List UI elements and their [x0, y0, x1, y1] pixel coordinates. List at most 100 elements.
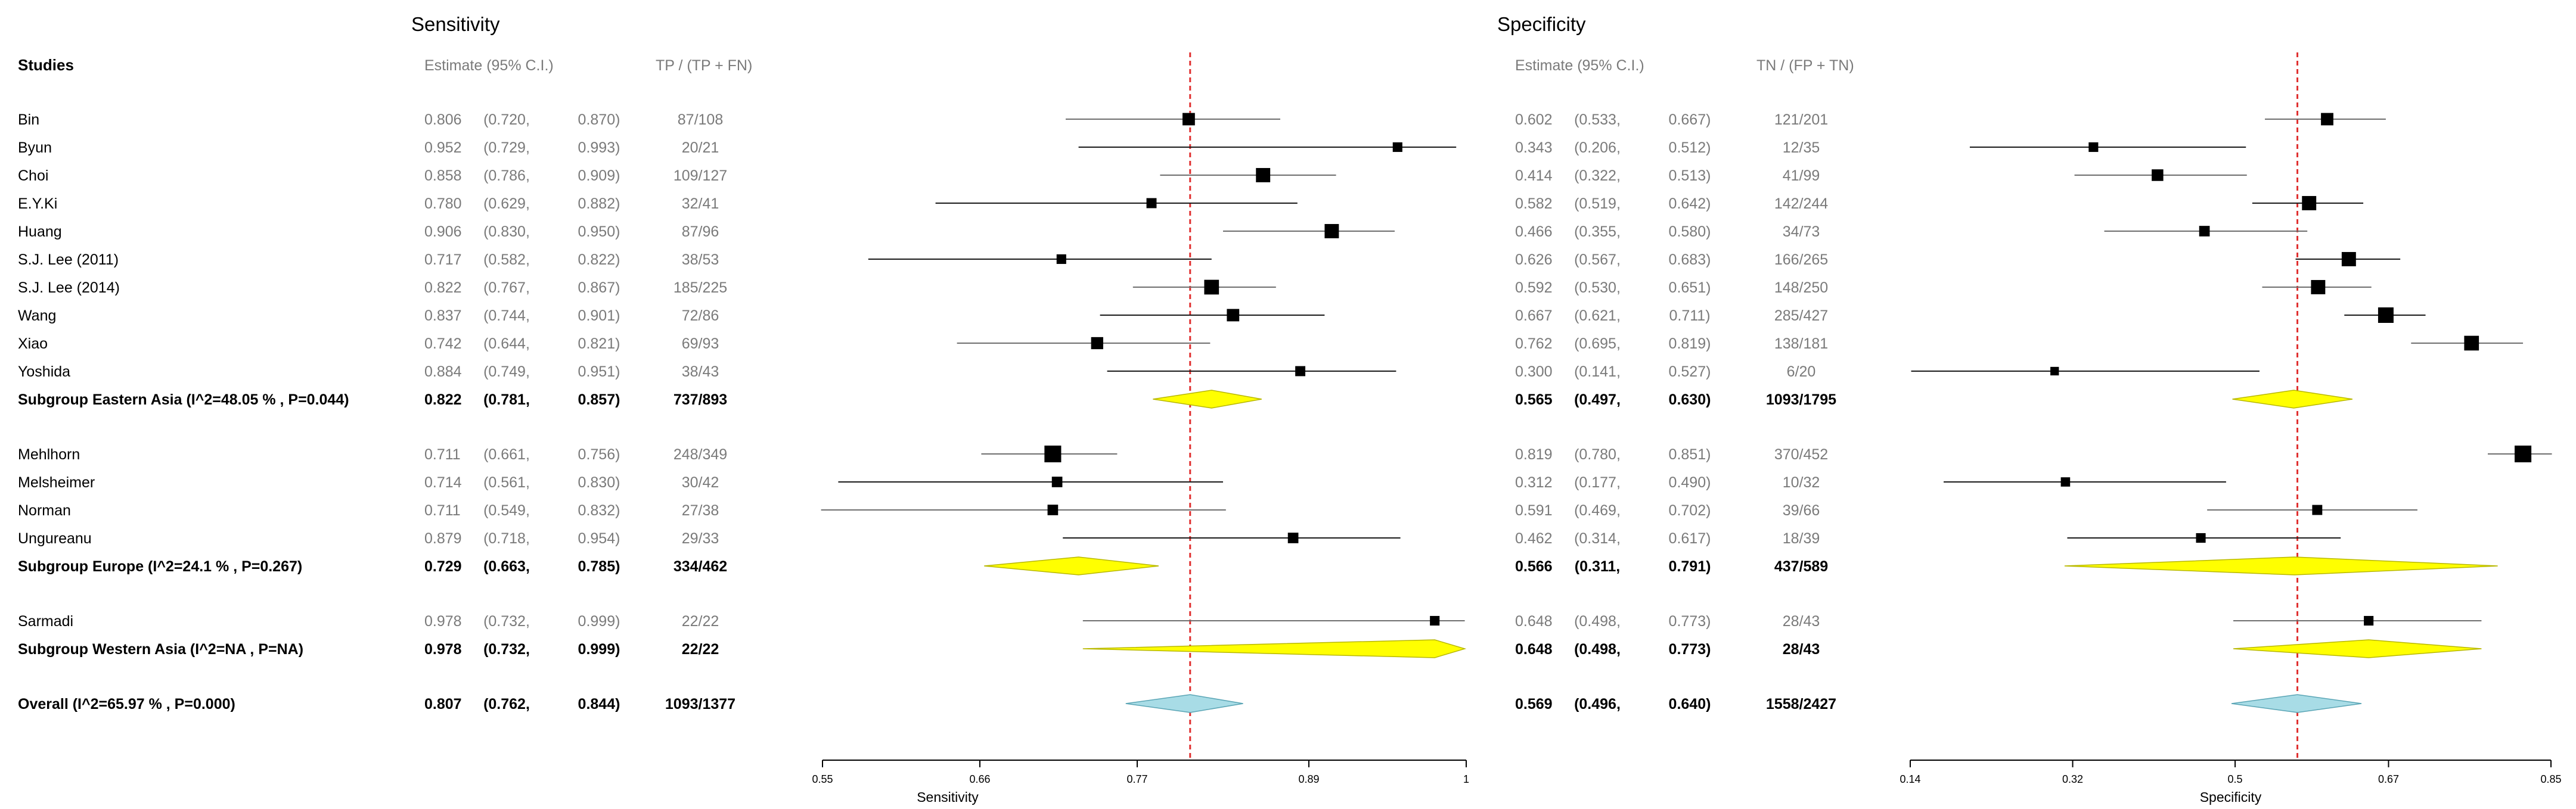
specificity-point-estimate — [2312, 505, 2323, 515]
specificity-ci-upper: 0.630) — [1669, 391, 1711, 408]
sensitivity-ci-lower: (0.762, — [483, 696, 530, 712]
specificity-ci-lower: (0.498, — [1574, 613, 1621, 630]
specificity-point-estimate — [2302, 196, 2317, 210]
specificity-ci-upper: 0.651) — [1669, 279, 1711, 296]
specificity-count: 1558/2427 — [1766, 696, 1836, 712]
sensitivity-ci-upper: 0.909) — [578, 167, 620, 184]
sensitivity-estimate: 0.978 — [424, 613, 462, 630]
subgroup-label: Subgroup Europe (I^2=24.1 % , P=0.267) — [18, 558, 302, 575]
specificity-count: 39/66 — [1783, 502, 1820, 519]
sensitivity-subgroup-diamond — [984, 556, 1159, 575]
specificity-ci-lower: (0.469, — [1574, 502, 1621, 519]
specificity-estimate: 0.569 — [1515, 696, 1553, 712]
specificity-estimate: 0.414 — [1515, 167, 1553, 184]
sensitivity-count: 32/41 — [682, 195, 719, 212]
specificity-ci-lower: (0.177, — [1574, 474, 1621, 491]
sensitivity-ci-lower: (0.561, — [483, 474, 530, 491]
sensitivity-ci-upper: 0.785) — [578, 558, 620, 575]
subgroup-label: Subgroup Eastern Asia (I^2=48.05 % , P=0… — [18, 391, 349, 408]
study-label: Bin — [18, 111, 39, 128]
specificity-count: 148/250 — [1774, 279, 1828, 296]
sensitivity-tick-label: 0.77 — [1126, 773, 1147, 785]
specificity-count-header: TN / (FP + TN) — [1756, 57, 1854, 74]
specificity-panel-title: Specificity — [1497, 13, 1586, 35]
specificity-ci-lower: (0.519, — [1574, 195, 1621, 212]
specificity-count: 166/265 — [1774, 251, 1828, 268]
specificity-estimate: 0.762 — [1515, 335, 1553, 352]
specificity-estimate-header: Estimate (95% C.I.) — [1515, 57, 1644, 74]
sensitivity-ci-lower: (0.720, — [483, 111, 530, 128]
sensitivity-estimate: 0.952 — [424, 139, 462, 156]
specificity-ci-lower: (0.497, — [1574, 391, 1621, 408]
specificity-ci-lower: (0.322, — [1574, 167, 1621, 184]
sensitivity-count: 30/42 — [682, 474, 719, 491]
sensitivity-estimate: 0.879 — [424, 530, 462, 547]
specificity-subgroup-diamond — [2232, 390, 2353, 409]
specificity-ci-lower: (0.498, — [1574, 641, 1621, 658]
specificity-ci-upper: 0.683) — [1669, 251, 1711, 268]
study-label: S.J. Lee (2011) — [18, 251, 119, 268]
specificity-ci-upper: 0.702) — [1669, 502, 1711, 519]
study-label: Mehlhorn — [18, 446, 80, 463]
specificity-point-estimate — [2378, 307, 2394, 323]
overall-label: Overall (I^2=65.97 % , P=0.000) — [18, 696, 235, 712]
specificity-subgroup-diamond — [2064, 556, 2498, 575]
specificity-point-estimate — [2088, 142, 2099, 153]
specificity-ci-lower: (0.780, — [1574, 446, 1621, 463]
sensitivity-count: 87/96 — [682, 223, 719, 240]
sensitivity-count: 22/22 — [682, 641, 719, 658]
sensitivity-point-estimate — [1295, 366, 1306, 377]
sensitivity-ci-upper: 0.951) — [578, 363, 620, 380]
sensitivity-tick-label: 0.55 — [812, 773, 833, 785]
sensitivity-estimate-header: Estimate (95% C.I.) — [424, 57, 554, 74]
sensitivity-ci-lower: (0.786, — [483, 167, 530, 184]
sensitivity-count: 1093/1377 — [665, 696, 735, 712]
sensitivity-ci-upper: 0.999) — [578, 641, 620, 658]
subgroup-label: Subgroup Western Asia (I^2=NA , P=NA) — [18, 641, 303, 658]
specificity-count: 138/181 — [1774, 335, 1828, 352]
sensitivity-point-estimate — [1227, 309, 1240, 322]
sensitivity-ci-lower: (0.644, — [483, 335, 530, 352]
specificity-point-estimate — [2199, 226, 2210, 237]
study-label: Melsheimer — [18, 474, 95, 491]
sensitivity-estimate: 0.742 — [424, 335, 462, 352]
specificity-ci-lower: (0.496, — [1574, 696, 1621, 712]
sensitivity-tick-label: 0.66 — [969, 773, 990, 785]
study-label: Choi — [18, 167, 48, 184]
specificity-ci-lower: (0.530, — [1574, 279, 1621, 296]
specificity-count: 6/20 — [1787, 363, 1816, 380]
specificity-tick-label: 0.67 — [2378, 773, 2399, 785]
specificity-estimate: 0.565 — [1515, 391, 1553, 408]
specificity-count: 142/244 — [1774, 195, 1828, 212]
specificity-ci-lower: (0.141, — [1574, 363, 1621, 380]
sensitivity-estimate: 0.906 — [424, 223, 462, 240]
specificity-count: 28/43 — [1783, 641, 1820, 658]
specificity-estimate: 0.300 — [1515, 363, 1553, 380]
sensitivity-count: 27/38 — [682, 502, 719, 519]
sensitivity-count: 20/21 — [682, 139, 719, 156]
specificity-estimate: 0.312 — [1515, 474, 1553, 491]
specificity-estimate: 0.466 — [1515, 223, 1553, 240]
sensitivity-count: 29/33 — [682, 530, 719, 547]
sensitivity-point-estimate — [1044, 445, 1062, 463]
sensitivity-ci-upper: 0.867) — [578, 279, 620, 296]
sensitivity-count: 248/349 — [674, 446, 727, 463]
study-label: Xiao — [18, 335, 48, 352]
specificity-ci-upper: 0.527) — [1669, 363, 1711, 380]
specificity-point-estimate — [2152, 169, 2164, 181]
sensitivity-count: 87/108 — [678, 111, 723, 128]
specificity-count: 370/452 — [1774, 446, 1828, 463]
specificity-estimate: 0.566 — [1515, 558, 1553, 575]
specificity-count: 1093/1795 — [1766, 391, 1836, 408]
specificity-ci-lower: (0.695, — [1574, 335, 1621, 352]
specificity-point-estimate — [2341, 252, 2356, 266]
specificity-tick-label: 0.5 — [2228, 773, 2243, 785]
specificity-estimate: 0.626 — [1515, 251, 1553, 268]
sensitivity-estimate: 0.711 — [424, 502, 461, 519]
sensitivity-ci-lower: (0.663, — [483, 558, 530, 575]
sensitivity-estimate: 0.717 — [424, 251, 462, 268]
sensitivity-subgroup-diamond — [1153, 390, 1262, 409]
specificity-ci-upper: 0.667) — [1669, 111, 1711, 128]
sensitivity-ci-upper: 0.950) — [578, 223, 620, 240]
